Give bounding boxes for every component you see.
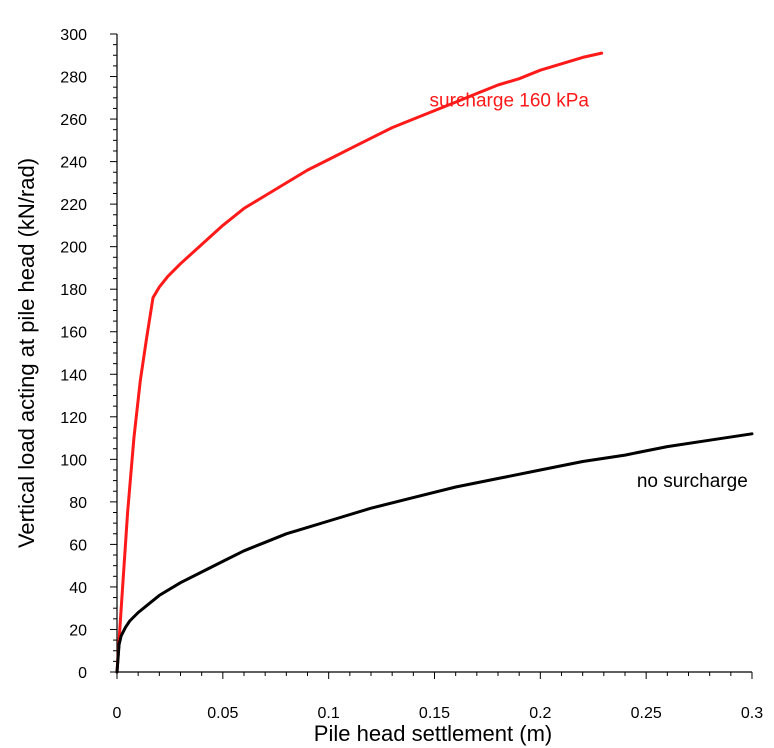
- y-tick-label: 80: [69, 495, 87, 512]
- y-tick-label: 140: [60, 367, 87, 384]
- y-tick-label: 180: [60, 282, 87, 299]
- series-line-surcharge-160-kpa: [115, 51, 604, 674]
- y-tick-label: 200: [60, 240, 87, 257]
- x-tick-label: 0: [113, 705, 122, 722]
- y-tick-label: 260: [60, 112, 87, 129]
- series-label-no-surcharge: no surcharge: [637, 471, 748, 492]
- y-tick-label: 40: [69, 580, 87, 597]
- y-tick-label: 280: [60, 70, 87, 87]
- y-axis: 0 20 40 60 80 100 120 140 160 180 200 220 240 260 280 3…: [60, 27, 118, 682]
- y-tick-label: 0: [78, 665, 87, 682]
- y-tick-label: 240: [60, 155, 87, 172]
- y-tick-label: 220: [60, 197, 87, 214]
- x-tick-label: 0.25: [631, 705, 662, 722]
- series-label-surcharge-160-kpa: surcharge 160 kPa: [430, 90, 590, 111]
- series-label-layer: surcharge 160 kPa no surcharge: [430, 90, 748, 492]
- x-tick-label: 0.2: [529, 705, 551, 722]
- y-tick-label: 60: [69, 537, 87, 554]
- series-line-no-surcharge: [115, 432, 754, 674]
- series-layer: [115, 51, 754, 674]
- y-tick-label: 300: [60, 27, 87, 44]
- y-tick-label: 20: [69, 622, 87, 639]
- x-tick-label: 0.05: [207, 705, 238, 722]
- y-tick-label: 160: [60, 325, 87, 342]
- x-axis-title: Pile head settlement (m): [314, 721, 552, 746]
- x-tick-label: 0.3: [741, 705, 763, 722]
- y-tick-label: 120: [60, 410, 87, 427]
- y-tick-label: 100: [60, 452, 87, 469]
- y-axis-title: Vertical load acting at pile head (kN/ra…: [14, 158, 39, 548]
- x-tick-label: 0.1: [318, 705, 340, 722]
- x-tick-label: 0.15: [419, 705, 450, 722]
- x-axis: 0 0.05 0.1 0.15 0.2 0.25 0.3: [113, 671, 763, 722]
